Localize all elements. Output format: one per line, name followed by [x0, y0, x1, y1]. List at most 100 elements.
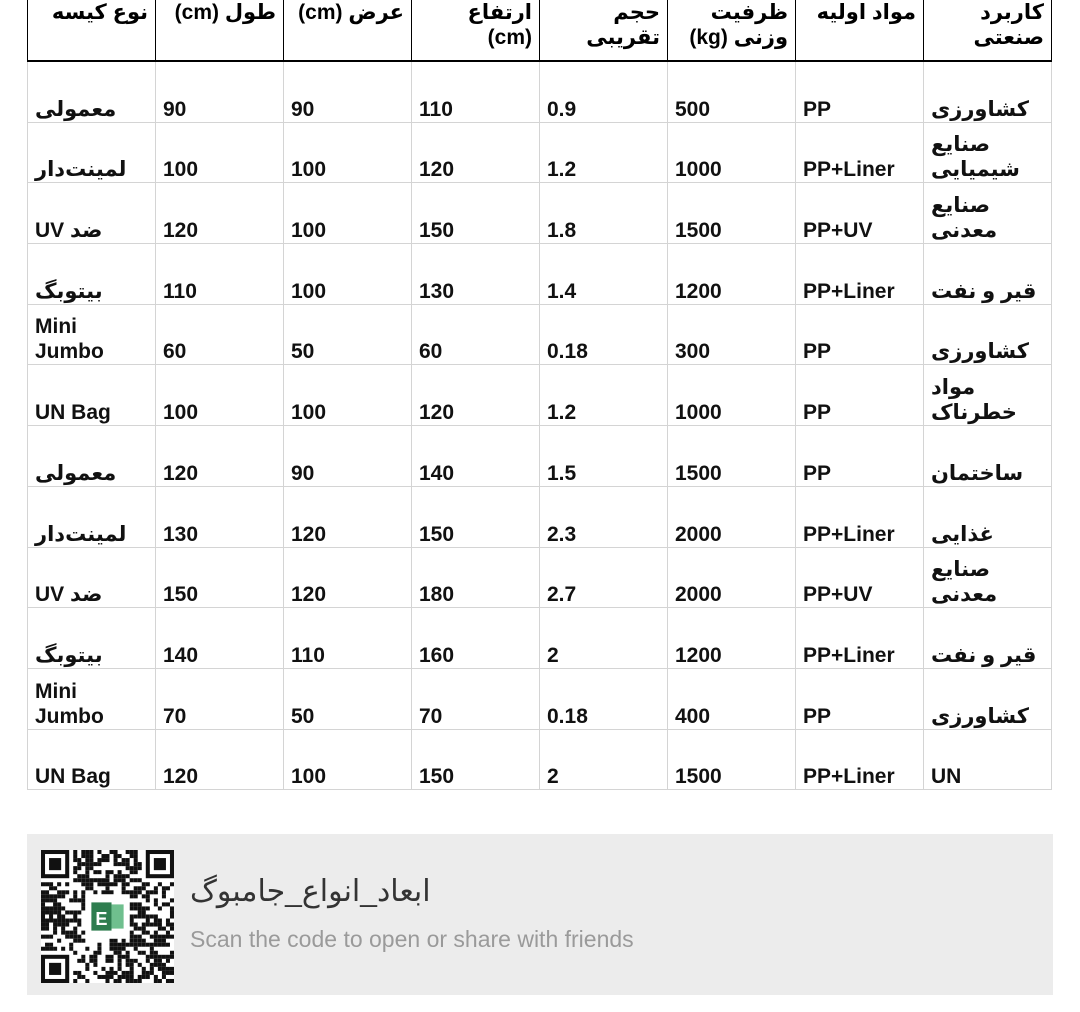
cell-text: مواد خطرناک — [931, 376, 1017, 425]
cell-text: 1.8 — [547, 219, 577, 243]
cell-text: PP — [803, 704, 832, 728]
cell-text: معمولی — [35, 461, 117, 485]
cell-text: 110 — [419, 97, 453, 121]
column-header: طول (cm) — [155, 0, 284, 62]
table-cell: 150 — [411, 182, 540, 245]
cell-text: 70 — [419, 704, 443, 728]
table-cell: 160 — [411, 607, 540, 669]
table-row: لمینت‌دار 130 120 150 2.3 2000 PP+Liner غذایی — [27, 485, 1052, 548]
table-cell: 500 — [667, 60, 796, 123]
table-cell: 60 — [411, 303, 540, 366]
table-cell: PP — [795, 364, 924, 427]
table-cell: Mini Jumbo — [27, 667, 156, 730]
table-cell: کشاورزی — [923, 667, 1052, 730]
table-cell: 1500 — [667, 728, 796, 791]
cell-text: 110 — [163, 279, 197, 303]
table-cell: 110 — [155, 243, 284, 305]
table-cell: UN Bag — [27, 728, 156, 791]
cell-text: ضد UV — [35, 583, 103, 607]
cell-text: 140 — [163, 643, 199, 667]
table-row: بیتوبگ 140 110 160 2 1200 PP+Liner قیر و نفت — [27, 607, 1052, 669]
cell-text: 60 — [419, 340, 443, 364]
cell-text: 2 — [547, 765, 559, 789]
table-row: ضد UV 150 120 180 2.7 2000 PP+UV صنایع معدنی — [27, 546, 1052, 609]
table-cell: 70 — [155, 667, 284, 730]
cell-text: 100 — [163, 158, 199, 182]
column-header: حجم تقریبی — [539, 0, 668, 62]
table-cell: لمینت‌دار — [27, 121, 156, 184]
qr-code[interactable]: E — [41, 850, 174, 983]
cell-text: 70 — [163, 704, 187, 728]
table-cell: 1000 — [667, 364, 796, 427]
cell-text: 130 — [163, 522, 199, 546]
cell-text: بیتوبگ — [35, 279, 103, 303]
table-cell: 1.2 — [539, 121, 668, 184]
table-cell: 100 — [155, 364, 284, 427]
cell-text: UN Bag — [35, 401, 111, 425]
table-cell: صنایع شیمیایی — [923, 121, 1052, 184]
table-cell: PP+Liner — [795, 121, 924, 184]
table-cell: ضد UV — [27, 182, 156, 245]
column-header: کاربرد صنعتی — [923, 0, 1052, 62]
table-row: معمولی 90 90 110 0.9 500 PP کشاورزی — [27, 60, 1052, 123]
cell-text: 150 — [163, 583, 199, 607]
cell-text: PP+Liner — [803, 279, 895, 303]
table-cell: 150 — [411, 728, 540, 791]
table-cell: 70 — [411, 667, 540, 730]
table-cell: 100 — [283, 182, 412, 245]
table-cell: 1.5 — [539, 425, 668, 487]
cell-text: UN — [931, 765, 962, 789]
cell-text: 1200 — [675, 643, 722, 667]
table-cell: مواد خطرناک — [923, 364, 1052, 427]
table-cell: PP — [795, 425, 924, 487]
cell-text: 2.7 — [547, 583, 577, 607]
cell-text: 180 — [419, 583, 455, 607]
share-subtitle: Scan the code to open or share with frie… — [190, 926, 634, 952]
cell-text: PP+UV — [803, 583, 873, 607]
table-cell: 0.18 — [539, 667, 668, 730]
svg-text:E: E — [95, 909, 107, 929]
cell-text: 120 — [163, 765, 199, 789]
table-cell: 300 — [667, 303, 796, 366]
cell-text: 160 — [419, 643, 455, 667]
table-cell: صنایع معدنی — [923, 546, 1052, 609]
cell-text: کشاورزی — [931, 340, 1029, 364]
table-cell: PP — [795, 60, 924, 123]
table-cell: ضد UV — [27, 546, 156, 609]
cell-text: PP — [803, 401, 832, 425]
table-row: Mini Jumbo 70 50 70 0.18 400 PP کشاورزی — [27, 667, 1052, 730]
column-header: ظرفیت وزنی (kg) — [667, 0, 796, 62]
cell-text: 1500 — [675, 219, 722, 243]
table-cell: 1200 — [667, 243, 796, 305]
cell-text: 300 — [675, 340, 711, 364]
cell-text: 1.2 — [547, 401, 577, 425]
column-header: ارتفاع (cm) — [411, 0, 540, 62]
table-cell: 110 — [283, 607, 412, 669]
cell-text: 2000 — [675, 522, 722, 546]
table-cell: کشاورزی — [923, 60, 1052, 123]
table-cell: 50 — [283, 303, 412, 366]
table-cell: 1500 — [667, 182, 796, 245]
table-cell: PP+Liner — [795, 243, 924, 305]
table-cell: 140 — [411, 425, 540, 487]
cell-text: 120 — [163, 219, 199, 243]
table-cell: 130 — [155, 485, 284, 548]
table-cell: 120 — [283, 485, 412, 548]
table-cell: UN — [923, 728, 1052, 791]
jumbo-bag-table: نوع کیسه طول (cm) عرض (cm) ارتفاع (cm) حجم ت… — [27, 0, 1052, 791]
cell-text: 500 — [675, 97, 711, 121]
cell-text: 2.3 — [547, 522, 577, 546]
file-title: ابعاد_انواع_جامبوگ — [190, 875, 431, 908]
cell-text: 100 — [291, 279, 327, 303]
table-cell: 0.18 — [539, 303, 668, 366]
table-cell: PP+Liner — [795, 485, 924, 548]
share-card[interactable]: E ابعاد_انواع_جامبوگ Scan the code to op… — [27, 834, 1053, 995]
cell-text: PP — [803, 97, 832, 121]
table-cell: 140 — [155, 607, 284, 669]
cell-text: 120 — [163, 461, 199, 485]
cell-text: 1.2 — [547, 158, 577, 182]
table-cell: 130 — [411, 243, 540, 305]
table-cell: 100 — [283, 243, 412, 305]
header-row: نوع کیسه طول (cm) عرض (cm) ارتفاع (cm) حجم ت… — [27, 0, 1052, 62]
table-cell: بیتوبگ — [27, 243, 156, 305]
